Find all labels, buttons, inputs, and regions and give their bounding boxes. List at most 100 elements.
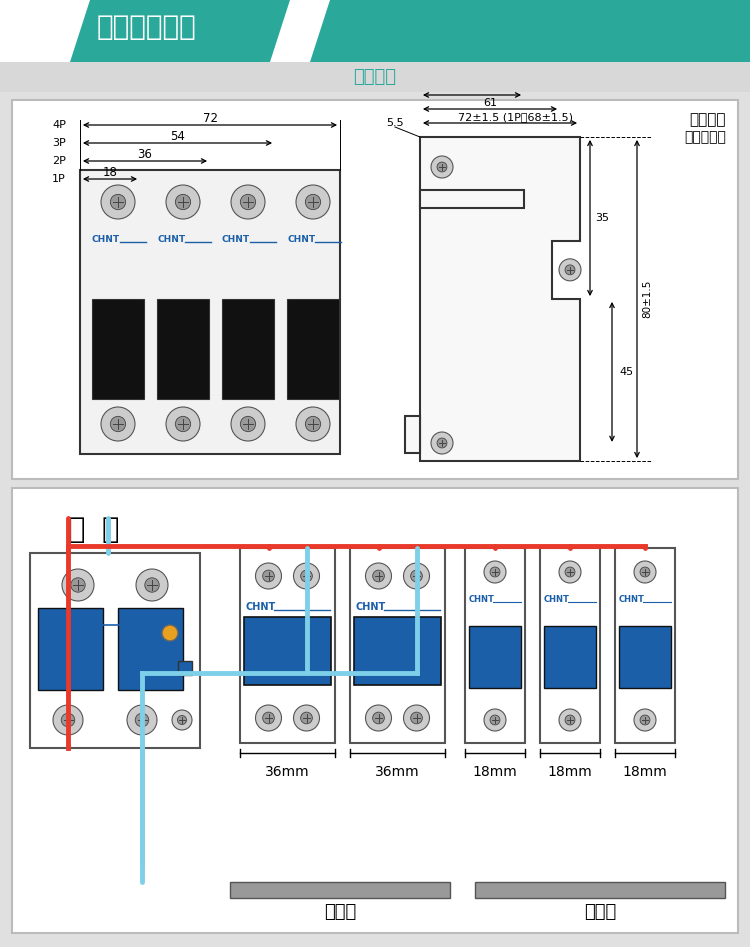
Circle shape: [565, 265, 575, 275]
Circle shape: [296, 407, 330, 441]
Polygon shape: [405, 416, 420, 453]
Bar: [469, 626, 521, 688]
Circle shape: [559, 561, 581, 583]
Circle shape: [256, 563, 281, 589]
Circle shape: [437, 438, 447, 448]
Bar: [12, 100, 738, 479]
Text: 单位：毫米: 单位：毫米: [684, 130, 726, 144]
Circle shape: [162, 625, 178, 641]
Circle shape: [411, 712, 422, 724]
Bar: [12, 488, 738, 933]
Circle shape: [365, 705, 392, 731]
Circle shape: [240, 194, 256, 209]
Circle shape: [431, 432, 453, 454]
Bar: [118, 608, 183, 690]
Circle shape: [70, 578, 86, 592]
Text: CHNT: CHNT: [38, 615, 75, 628]
Bar: [540, 548, 600, 743]
Circle shape: [166, 407, 200, 441]
Text: CHNT: CHNT: [355, 602, 386, 612]
Circle shape: [634, 561, 656, 583]
Circle shape: [640, 567, 650, 577]
Text: CHNT: CHNT: [157, 235, 185, 244]
Text: 80±1.5: 80±1.5: [642, 279, 652, 318]
Text: 18mm: 18mm: [472, 765, 518, 779]
Text: 54: 54: [170, 130, 185, 142]
Bar: [92, 299, 144, 399]
Bar: [475, 882, 725, 898]
Circle shape: [53, 705, 83, 735]
Text: CHNT: CHNT: [619, 595, 645, 604]
Circle shape: [136, 569, 168, 601]
Bar: [544, 626, 596, 688]
Text: CHNT: CHNT: [287, 235, 315, 244]
Bar: [240, 548, 335, 743]
Text: 4P: 4P: [52, 120, 66, 130]
Circle shape: [145, 578, 159, 592]
Text: 36mm: 36mm: [375, 765, 420, 779]
Circle shape: [240, 417, 256, 432]
Circle shape: [101, 185, 135, 219]
Circle shape: [437, 162, 447, 172]
Bar: [350, 548, 445, 743]
Text: 18mm: 18mm: [622, 765, 668, 779]
Text: 零线排: 零线排: [324, 903, 356, 921]
Bar: [30, 553, 200, 748]
Circle shape: [127, 705, 157, 735]
Text: 5.5: 5.5: [386, 118, 404, 128]
Circle shape: [110, 417, 126, 432]
Text: CHNT: CHNT: [92, 235, 120, 244]
Bar: [619, 626, 671, 688]
Circle shape: [135, 713, 148, 726]
Bar: [80, 170, 340, 454]
Circle shape: [110, 194, 126, 209]
Text: 36: 36: [137, 148, 152, 160]
Circle shape: [231, 185, 265, 219]
Bar: [354, 617, 441, 685]
Bar: [465, 548, 525, 743]
Circle shape: [559, 709, 581, 731]
Circle shape: [365, 563, 392, 589]
Text: 72: 72: [202, 112, 217, 124]
Bar: [38, 608, 103, 690]
Circle shape: [565, 715, 575, 725]
Circle shape: [404, 563, 430, 589]
Circle shape: [172, 710, 192, 730]
Text: 接地排: 接地排: [584, 903, 616, 921]
Polygon shape: [0, 0, 90, 62]
Text: 安装施工说明: 安装施工说明: [97, 13, 196, 42]
Circle shape: [176, 194, 190, 209]
Circle shape: [373, 570, 384, 581]
Bar: [287, 299, 339, 399]
Text: 18: 18: [103, 166, 118, 178]
Circle shape: [166, 185, 200, 219]
Bar: [222, 299, 274, 399]
Bar: [0, 62, 750, 92]
Text: 火: 火: [68, 516, 86, 544]
Text: 72±1.5 (1P为68±1.5): 72±1.5 (1P为68±1.5): [458, 112, 572, 122]
Bar: [230, 882, 450, 898]
Circle shape: [256, 705, 281, 731]
Text: 18mm: 18mm: [548, 765, 592, 779]
Text: CHNT: CHNT: [245, 602, 275, 612]
Circle shape: [490, 715, 500, 725]
Circle shape: [301, 570, 312, 581]
Circle shape: [101, 407, 135, 441]
Text: CHNT: CHNT: [222, 235, 250, 244]
Text: 2P: 2P: [52, 156, 66, 166]
Bar: [244, 617, 331, 685]
Polygon shape: [270, 0, 330, 62]
Circle shape: [178, 716, 187, 724]
Text: 35: 35: [595, 213, 609, 223]
Circle shape: [262, 570, 274, 581]
Text: 40: 40: [466, 84, 480, 94]
Text: 尺寸说明: 尺寸说明: [689, 112, 726, 127]
Bar: [0, 0, 750, 62]
Text: CHNT: CHNT: [469, 595, 495, 604]
Circle shape: [305, 194, 321, 209]
Text: 3P: 3P: [52, 138, 66, 148]
Text: 36mm: 36mm: [266, 765, 310, 779]
Circle shape: [411, 570, 422, 581]
Circle shape: [62, 713, 75, 726]
Circle shape: [490, 567, 500, 577]
